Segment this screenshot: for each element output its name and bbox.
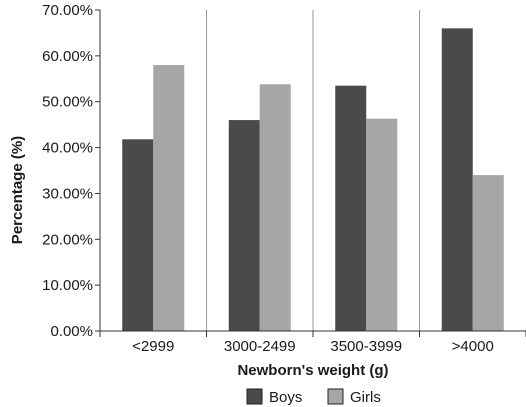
y-tick-label: 20.00%: [42, 231, 93, 248]
axes: [95, 10, 526, 332]
bar-boys: [228, 120, 260, 331]
x-axis-title: Newborn's weight (g): [237, 362, 388, 379]
y-axis-title: Percentage (%): [9, 136, 26, 244]
bar-boys: [335, 85, 367, 332]
y-tick-labels: 0.00% 10.00% 20.00% 30.00% 40.00% 50.00% 60.00…: [42, 2, 100, 340]
y-tick-label: 60.00%: [42, 48, 93, 65]
x-tick-label: 3000-2499: [224, 338, 296, 355]
bar-girls: [366, 118, 398, 331]
x-tick-labels: <2999 3000-2499 3500-3999 >4000: [132, 338, 494, 355]
legend-swatch-girls: [327, 388, 344, 405]
bars: [122, 28, 504, 332]
legend-label-boys: Boys: [269, 389, 302, 406]
x-tick-label: 3500-3999: [330, 338, 402, 355]
bar-boys: [122, 139, 154, 331]
bar-boys: [441, 28, 473, 331]
legend-label-girls: Girls: [350, 389, 381, 406]
x-tick-label: >4000: [452, 338, 494, 355]
y-tick-label: 0.00%: [50, 323, 93, 340]
bar-girls: [472, 175, 504, 331]
y-tick-label: 40.00%: [42, 140, 93, 157]
x-tick-label: <2999: [132, 338, 174, 355]
y-tick-label: 50.00%: [42, 94, 93, 111]
y-tick-label: 70.00%: [42, 2, 93, 19]
y-tick-label: 30.00%: [42, 185, 93, 202]
legend-swatch-boys: [246, 388, 263, 405]
y-tick-label: 10.00%: [42, 277, 93, 294]
legend: Boys Girls: [246, 388, 381, 406]
bar-girls: [153, 65, 185, 332]
bar-girls: [259, 84, 291, 331]
category-separators: [99, 10, 526, 337]
